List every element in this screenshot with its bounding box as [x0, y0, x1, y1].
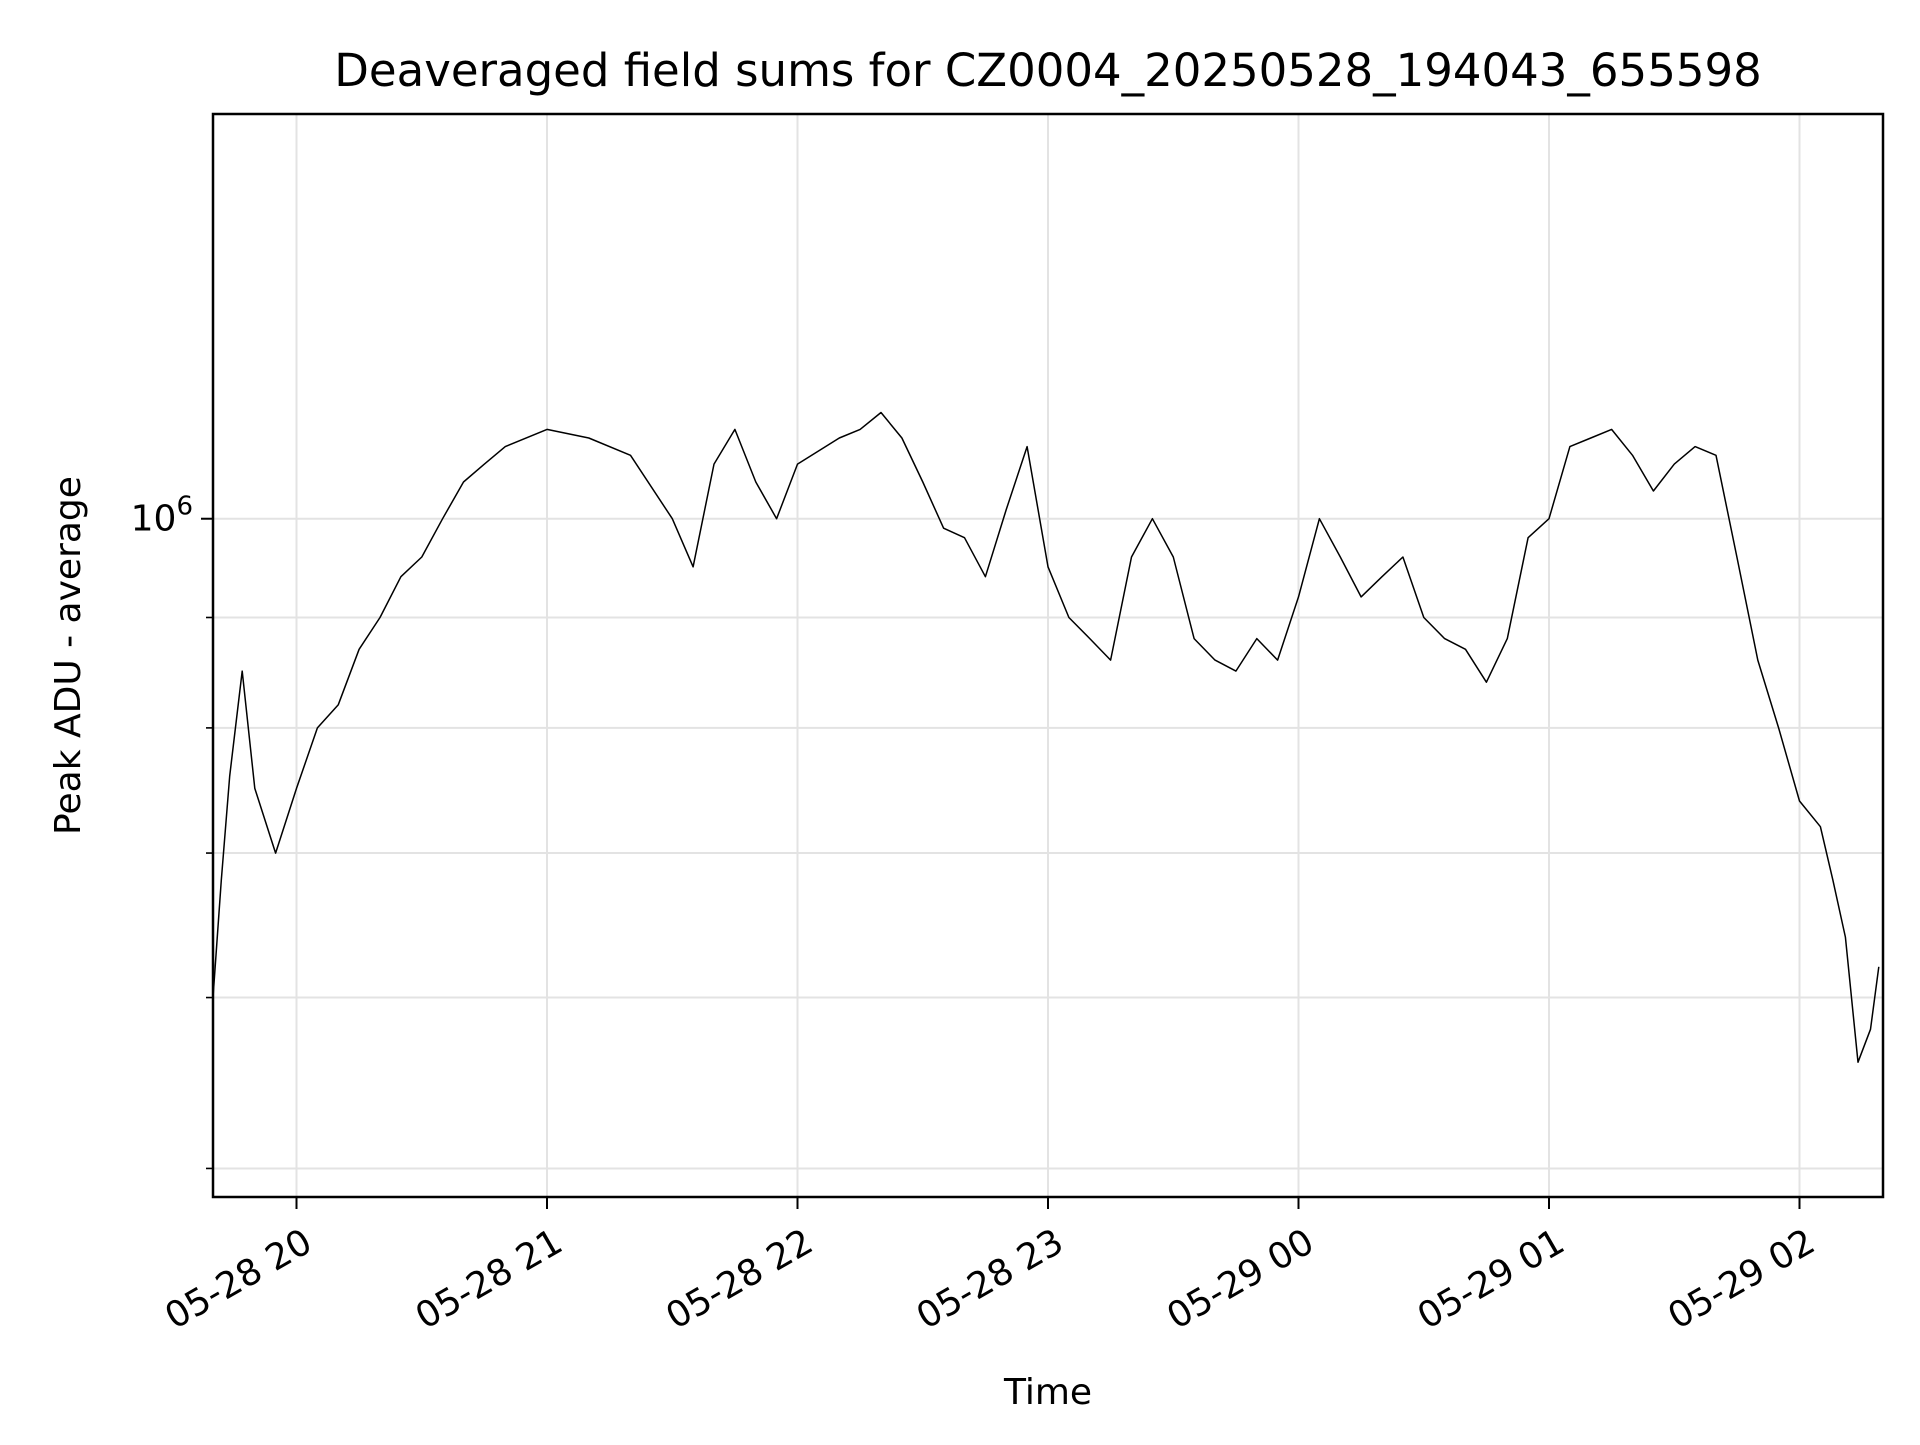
x-axis-label: Time — [1003, 1372, 1092, 1413]
y-tick-label: 106 — [131, 492, 193, 540]
series-line — [212, 411, 1880, 1063]
chart-title: Deaveraged field sums for CZ0004_2025052… — [334, 44, 1761, 97]
y-tick-label-base: 10 — [131, 499, 177, 540]
plot-area — [212, 411, 1880, 1063]
y-tick-label-exponent: 6 — [176, 492, 193, 522]
grid — [213, 114, 1883, 1197]
y-axis-label: Peak ADU - average — [48, 476, 89, 835]
